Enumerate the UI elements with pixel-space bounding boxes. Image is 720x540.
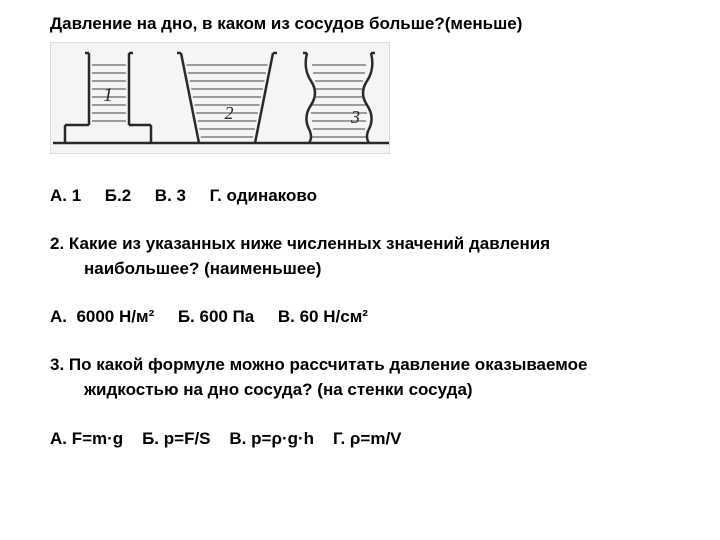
q3-line1: 3. По какой формуле можно рассчитать дав… <box>50 355 587 374</box>
q3-options: А. F=m·g Б. p=F/S В. p=ρ·g·h Г. ρ=m/V <box>50 429 670 449</box>
q3-text: 3. По какой формуле можно рассчитать дав… <box>50 353 670 402</box>
q2-line1: 2. Какие из указанных ниже численных зна… <box>50 234 550 253</box>
q1-options: А. 1 Б.2 В. 3 Г. одинаково <box>50 186 670 206</box>
svg-text:2: 2 <box>225 103 234 123</box>
q2-block: 2. Какие из указанных ниже численных зна… <box>50 232 670 281</box>
q2-options: А. 6000 Н/м² Б. 600 Па В. 60 Н/см² <box>50 307 670 327</box>
svg-text:1: 1 <box>103 84 113 106</box>
vessels-diagram: 1 2 3 <box>50 42 390 154</box>
svg-text:3: 3 <box>350 107 360 127</box>
q2-options-block: А. 6000 Н/м² Б. 600 Па В. 60 Н/см² <box>50 307 670 327</box>
q3-options-block: А. F=m·g Б. p=F/S В. p=ρ·g·h Г. ρ=m/V <box>50 429 670 449</box>
q2-line2: наибольшее? (наименьшее) <box>84 257 670 282</box>
q3-block: 3. По какой формуле можно рассчитать дав… <box>50 353 670 402</box>
q2-text: 2. Какие из указанных ниже численных зна… <box>50 232 670 281</box>
q1-title: Давление на дно, в каком из сосудов боль… <box>50 14 670 34</box>
q1-options-block: А. 1 Б.2 В. 3 Г. одинаково <box>50 186 670 206</box>
q3-line2: жидкостью на дно сосуда? (на стенки сосу… <box>84 378 670 403</box>
